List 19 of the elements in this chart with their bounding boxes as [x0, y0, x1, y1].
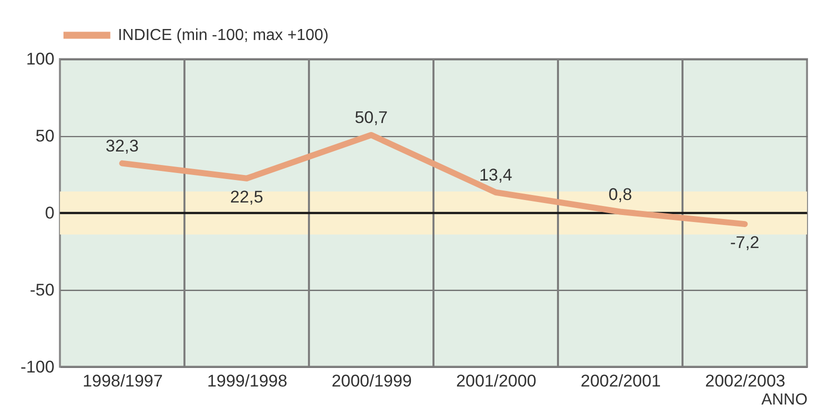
legend-label: INDICE (min -100; max +100) [118, 27, 329, 44]
data-label: 32,3 [106, 136, 139, 156]
data-label: 50,7 [354, 108, 388, 128]
y-tick-label: -100 [20, 357, 54, 376]
y-tick-label: -50 [30, 280, 54, 300]
x-tick-label: 2002/2003 [705, 371, 786, 390]
x-tick-label: 2002/2001 [580, 371, 661, 390]
x-tick-label: 1999/1998 [207, 371, 288, 390]
data-label: 0,8 [608, 184, 632, 204]
data-label: 13,4 [479, 165, 512, 184]
y-tick-label: 50 [36, 126, 54, 146]
y-tick-label: 100 [26, 50, 54, 69]
x-tick-label: 1998/1997 [82, 371, 163, 390]
y-tick-label: 0 [44, 203, 54, 222]
x-tick-label: 2000/1999 [332, 371, 412, 390]
x-axis-title: ANNO [761, 391, 808, 408]
data-label: -7,2 [730, 233, 760, 252]
data-label: 22,5 [230, 187, 264, 206]
x-tick-label: 2001/2000 [456, 371, 536, 390]
